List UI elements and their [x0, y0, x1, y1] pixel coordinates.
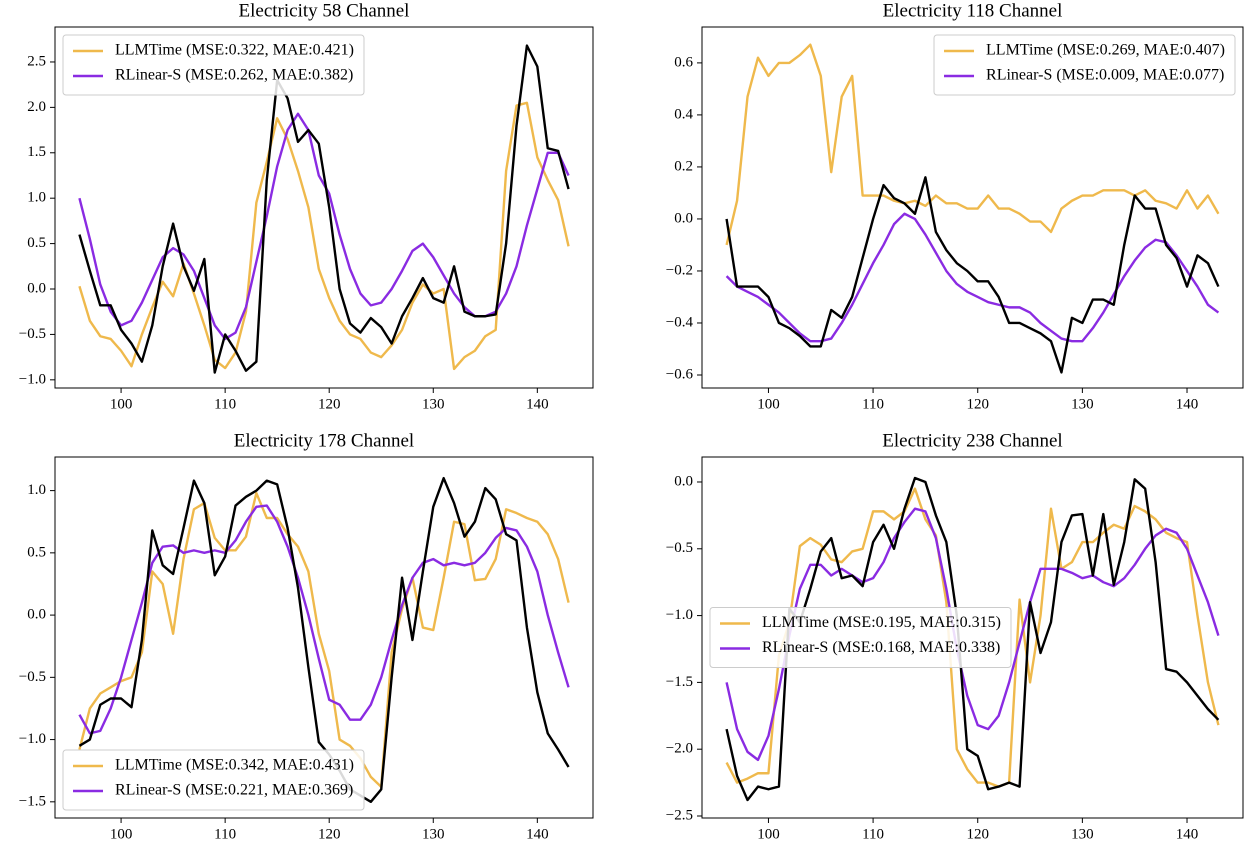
y-tick-label: −0.4: [666, 314, 694, 330]
legend-label: RLinear-S (MSE:0.262, MAE:0.382): [115, 67, 353, 84]
y-tick-label: −1.5: [666, 674, 693, 690]
y-tick-label: −0.2: [666, 262, 693, 278]
x-tick-label: 140: [526, 826, 549, 842]
x-tick-label: 140: [526, 396, 549, 412]
legend-label: RLinear-S (MSE:0.221, MAE:0.369): [115, 782, 353, 799]
series-line: [725, 176, 1220, 374]
legend: LLMTime (MSE:0.342, MAE:0.431) RLinear-S …: [62, 749, 365, 811]
x-tick-label: 110: [214, 396, 236, 412]
legend-box: [709, 607, 1012, 668]
y-tick-label: 0.0: [674, 473, 693, 489]
y-tick-label: −2.0: [666, 741, 693, 757]
x-tick-label: 100: [757, 396, 780, 412]
legend-label: LLMTime (MSE:0.342, MAE:0.431): [115, 757, 354, 774]
subplot: Electricity 58 Channel 100 110 120 130 140 −1.…: [19, 0, 594, 412]
x-tick-label: 120: [966, 396, 989, 412]
y-tick-label: −2.5: [666, 807, 693, 823]
y-tick-label: 0.2: [674, 158, 693, 174]
subplot: Electricity 238 Channel 100 110 120 130 140 −2…: [666, 430, 1244, 842]
axes-frame: [54, 26, 594, 389]
chart-title: Electricity 178 Channel: [234, 430, 414, 451]
legend-label: LLMTime (MSE:0.269, MAE:0.407): [986, 42, 1225, 59]
x-tick-label: 120: [966, 826, 989, 842]
y-tick-label: 0.6: [674, 54, 693, 70]
y-tick-label: 0.0: [674, 210, 693, 226]
series-line: [725, 476, 1220, 802]
x-tick-label: 120: [318, 826, 341, 842]
y-tick-label: 0.4: [674, 106, 693, 122]
x-tick-label: 140: [1176, 826, 1199, 842]
x-tick-label: 120: [318, 396, 341, 412]
legend: LLMTime (MSE:0.269, MAE:0.407) RLinear-S …: [933, 34, 1236, 96]
x-tick-label: 130: [422, 396, 445, 412]
series-line: [78, 101, 570, 371]
x-tick-label: 140: [1176, 396, 1199, 412]
series-line: [78, 491, 570, 789]
axes-frame: [54, 456, 594, 819]
y-tick-label: 1.0: [27, 190, 46, 206]
legend-box: [62, 749, 365, 811]
subplot: Electricity 118 Channel 100 110 120 130 140 −0…: [666, 0, 1244, 412]
chart-title: Electricity 58 Channel: [239, 0, 410, 21]
chart-title: Electricity 118 Channel: [883, 0, 1063, 21]
x-tick-label: 130: [1071, 396, 1094, 412]
series-line: [725, 507, 1220, 762]
legend: LLMTime (MSE:0.195, MAE:0.315) RLinear-S …: [709, 607, 1012, 668]
y-tick-label: 2.5: [27, 53, 46, 69]
x-tick-label: 110: [862, 826, 884, 842]
x-tick-label: 100: [110, 826, 133, 842]
legend-box: [62, 34, 365, 96]
x-tick-label: 100: [110, 396, 133, 412]
y-tick-label: −0.6: [666, 366, 694, 382]
y-tick-label: −1.5: [19, 793, 46, 809]
legend-label: RLinear-S (MSE:0.009, MAE:0.077): [986, 67, 1224, 84]
y-tick-label: 0.5: [27, 235, 46, 251]
series-line: [725, 43, 1220, 246]
y-tick-label: 1.0: [27, 482, 46, 498]
x-tick-label: 110: [214, 826, 236, 842]
x-tick-label: 130: [1071, 826, 1094, 842]
chart-title: Electricity 238 Channel: [882, 430, 1062, 451]
x-tick-label: 110: [862, 396, 884, 412]
y-tick-label: −0.5: [19, 669, 46, 685]
y-tick-label: 2.0: [27, 99, 46, 115]
subplot: Electricity 178 Channel 100 110 120 130 140 −1…: [19, 430, 594, 842]
y-tick-label: −0.5: [19, 326, 46, 342]
y-tick-label: −1.0: [666, 607, 693, 623]
legend: LLMTime (MSE:0.322, MAE:0.421) RLinear-S …: [62, 34, 365, 96]
axes-frame: [701, 26, 1244, 389]
series-line: [725, 212, 1220, 343]
legend-label: LLMTime (MSE:0.322, MAE:0.421): [115, 42, 354, 59]
legend-box: [933, 34, 1236, 96]
y-tick-label: 0.0: [27, 607, 46, 623]
y-tick-label: 0.5: [27, 544, 46, 560]
legend-label: RLinear-S (MSE:0.168, MAE:0.338): [762, 639, 1000, 656]
legend-label: LLMTime (MSE:0.195, MAE:0.315): [762, 614, 1001, 631]
series-line: [725, 487, 1220, 788]
y-tick-label: 0.0: [27, 280, 46, 296]
y-tick-label: 1.5: [27, 144, 46, 160]
x-tick-label: 130: [422, 826, 445, 842]
series-line: [78, 476, 570, 804]
y-tick-label: −0.5: [666, 540, 693, 556]
y-tick-label: −1.0: [19, 731, 46, 747]
series-line: [78, 44, 570, 374]
series-line: [78, 504, 570, 735]
y-tick-label: −1.0: [19, 371, 46, 387]
axes-frame: [701, 456, 1244, 819]
x-tick-label: 100: [757, 826, 780, 842]
